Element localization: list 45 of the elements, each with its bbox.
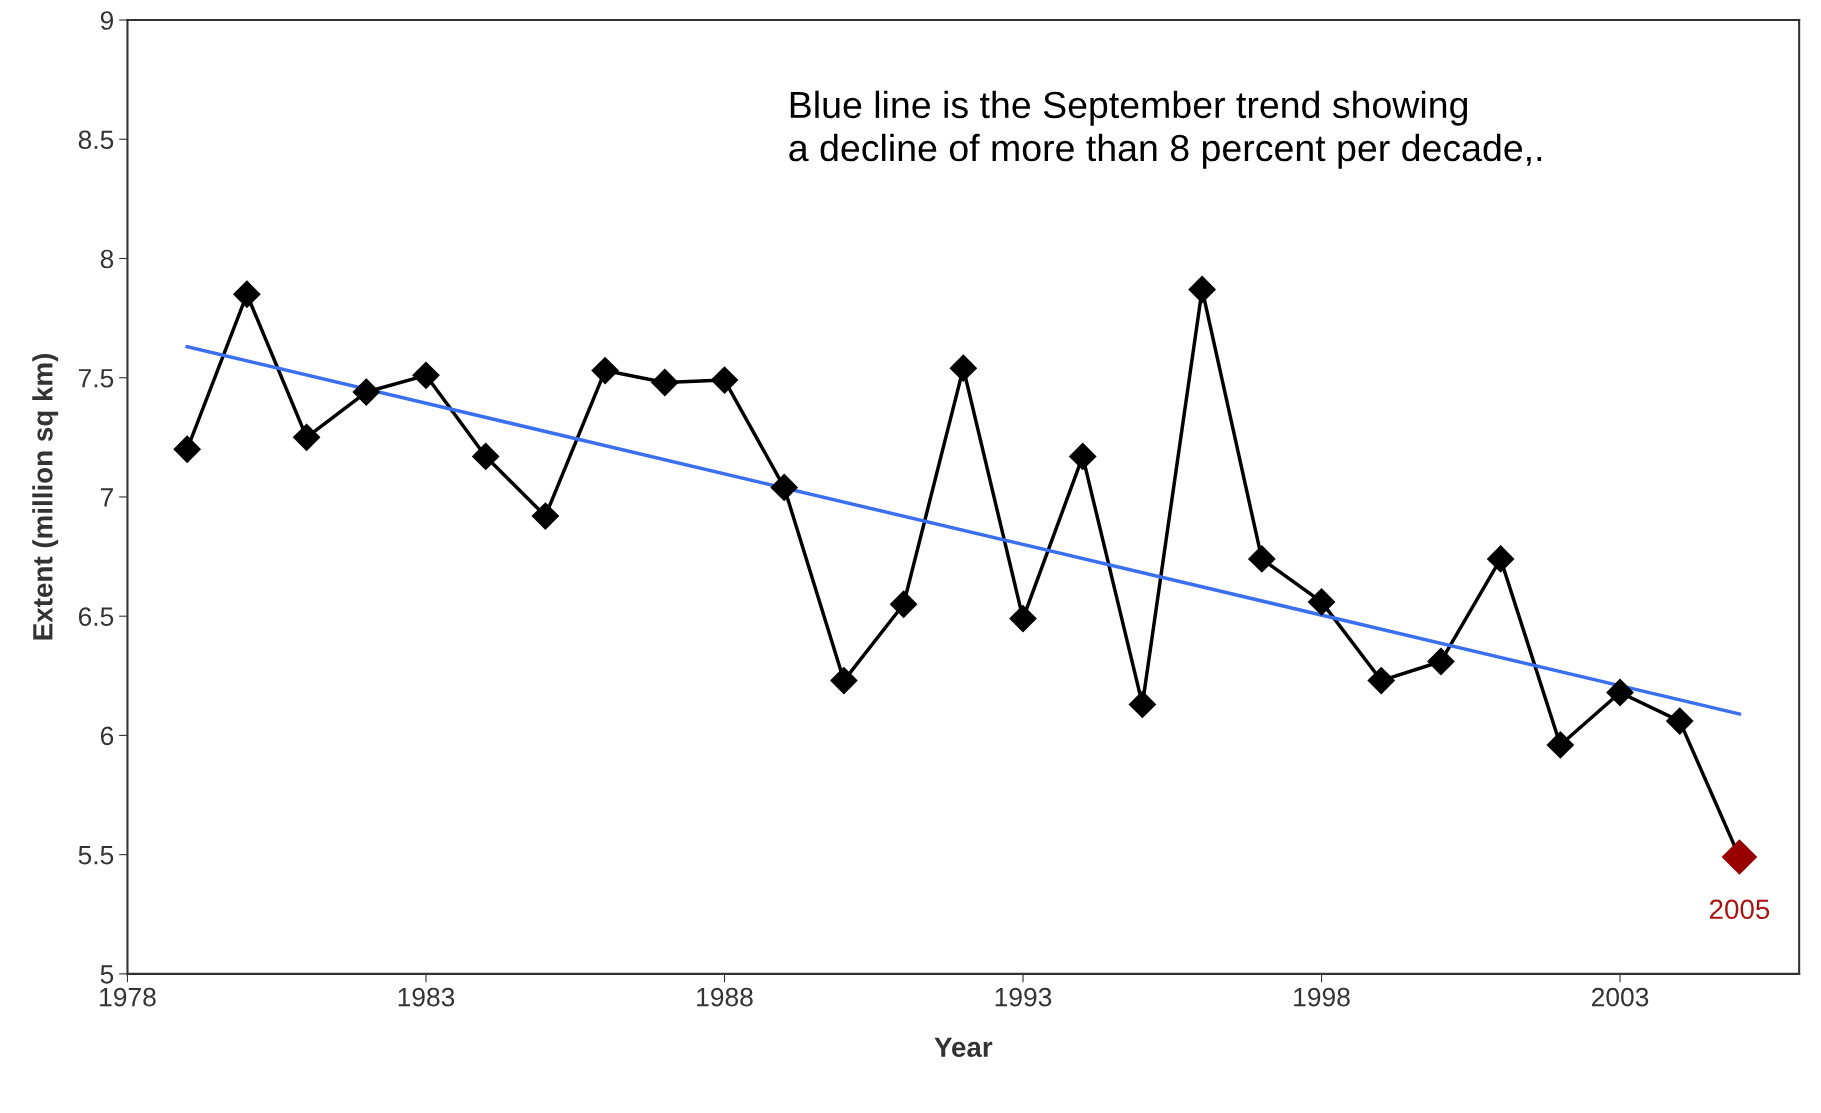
point <box>1247 545 1276 573</box>
point <box>1367 666 1396 695</box>
point <box>173 435 202 464</box>
point <box>650 368 679 397</box>
y-axis-title: Extent (million sq km) <box>32 354 59 640</box>
annotation: 2005 <box>1709 899 1770 920</box>
x-tick-label: 2003 <box>1592 987 1649 1007</box>
point <box>352 378 381 406</box>
point <box>1546 731 1575 759</box>
point <box>949 354 978 383</box>
y-tick-label: 7.5 <box>78 369 114 388</box>
point <box>1068 442 1097 471</box>
point <box>412 361 440 390</box>
y-tick-label: 5 <box>100 965 114 984</box>
point <box>710 366 739 394</box>
point <box>1606 678 1634 707</box>
y-tick-label: 8.5 <box>78 130 114 150</box>
point <box>770 473 799 502</box>
y-tick-label: 9 <box>100 11 114 30</box>
point <box>1128 690 1157 719</box>
point <box>830 666 858 695</box>
point <box>1486 545 1515 573</box>
x-tick-label: 1983 <box>398 987 455 1007</box>
point <box>292 423 321 452</box>
point <box>1665 707 1694 735</box>
x-tick-label: 1998 <box>1294 987 1350 1007</box>
y-tick-label: 6.5 <box>78 607 114 627</box>
point <box>889 590 918 619</box>
x-tick-label: 1993 <box>995 987 1052 1007</box>
point <box>232 280 261 309</box>
x-axis-title: Year <box>934 1037 993 1058</box>
y-tick-label: 6 <box>100 726 114 746</box>
point <box>1307 587 1336 616</box>
y-tick-label: 7 <box>100 488 113 507</box>
y-tick-label: 5.5 <box>78 846 114 865</box>
point <box>1188 275 1217 304</box>
point <box>591 356 619 385</box>
x-tick-label: 1988 <box>697 987 753 1007</box>
annotation: Blue line is the September trend showing a decline of more than 8 percent per decade,. <box>789 90 1542 169</box>
point <box>1009 604 1037 633</box>
point <box>1427 647 1455 676</box>
y-tick-label: 8 <box>100 249 114 269</box>
point <box>471 442 500 471</box>
x-tick-label: 1978 <box>100 987 156 1007</box>
point <box>531 502 560 530</box>
